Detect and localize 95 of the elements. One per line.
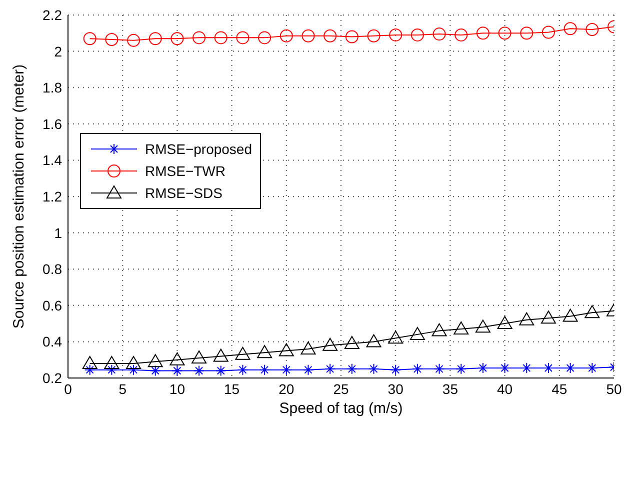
point <box>257 345 272 358</box>
point <box>235 346 250 360</box>
y-axis-title: Source position estimation error (meter) <box>10 64 28 329</box>
y-tick-label: 1.8 <box>42 80 62 96</box>
point <box>302 29 315 42</box>
point <box>258 31 272 44</box>
point <box>215 365 226 376</box>
point <box>278 343 294 356</box>
x-tick-label: 0 <box>64 380 72 397</box>
x-axis-title: Speed of tag (m/s) <box>279 400 403 417</box>
point <box>410 28 424 42</box>
point <box>148 354 163 368</box>
point <box>454 28 468 42</box>
legend-label: RMSE−TWR <box>145 163 226 179</box>
point <box>345 30 358 44</box>
y-tick-label: 0.2 <box>42 370 62 386</box>
point <box>170 32 184 46</box>
point <box>390 364 402 376</box>
x-tick-label: 35 <box>442 380 458 397</box>
point <box>280 364 292 376</box>
point <box>497 316 512 330</box>
point <box>410 326 425 340</box>
point <box>456 363 467 374</box>
point <box>432 323 447 336</box>
x-tick-label: 20 <box>278 380 294 397</box>
x-tick-label: 25 <box>333 380 349 397</box>
point <box>192 31 206 44</box>
point <box>170 352 185 366</box>
point <box>82 356 98 369</box>
point <box>476 26 490 40</box>
point <box>540 310 556 324</box>
point <box>300 341 316 354</box>
point <box>192 350 207 364</box>
point <box>562 308 578 322</box>
x-tick-label: 30 <box>388 380 404 397</box>
point <box>150 365 161 376</box>
point <box>412 363 423 374</box>
point <box>367 29 380 42</box>
point <box>520 26 534 40</box>
point <box>106 364 118 376</box>
point <box>368 363 380 374</box>
y-tick-label: 2.2 <box>42 6 62 23</box>
x-tick-label: 5 <box>118 380 127 397</box>
y-tick-label: 1 <box>54 224 62 241</box>
point <box>324 29 337 42</box>
point <box>434 363 445 374</box>
point <box>324 363 336 374</box>
point <box>194 365 205 376</box>
point <box>477 362 488 374</box>
point <box>148 32 162 46</box>
point <box>213 348 228 362</box>
point <box>389 28 402 42</box>
point <box>322 338 338 351</box>
point <box>237 364 248 376</box>
y-tick-label: 0.4 <box>42 334 62 350</box>
legend-label: RMSE−SDS <box>145 185 222 201</box>
point <box>586 362 598 374</box>
point <box>105 33 118 46</box>
point <box>346 363 358 374</box>
y-tick-label: 0.8 <box>42 261 62 278</box>
point <box>584 305 600 318</box>
point <box>127 34 140 47</box>
point <box>236 31 250 44</box>
y-tick-label: 1.4 <box>42 152 62 168</box>
point <box>344 336 360 350</box>
point <box>388 330 404 344</box>
point <box>366 334 382 348</box>
point <box>280 29 293 42</box>
point <box>302 364 314 376</box>
point <box>214 31 228 44</box>
legend-label: RMSE−proposed <box>145 141 252 157</box>
x-tick-label: 15 <box>224 380 240 397</box>
point <box>542 26 555 39</box>
x-tick-label: 40 <box>497 380 513 397</box>
y-tick-label: 2 <box>54 43 62 60</box>
y-tick-label: 1.2 <box>42 188 62 204</box>
point <box>432 28 446 41</box>
point <box>172 365 183 376</box>
point <box>128 364 140 376</box>
point <box>126 356 142 369</box>
x-tick-label: 45 <box>552 380 568 397</box>
x-tick-label: 10 <box>169 380 186 397</box>
y-tick-label: 0.6 <box>42 297 62 314</box>
point <box>519 312 534 326</box>
y-tick-label: 1.6 <box>42 116 62 132</box>
point <box>475 320 490 333</box>
point <box>259 364 270 376</box>
point <box>104 356 120 369</box>
point <box>498 26 512 40</box>
x-tick-label: 50 <box>606 380 622 397</box>
point <box>586 23 599 36</box>
point <box>84 364 96 376</box>
point <box>83 32 96 46</box>
point <box>454 321 469 334</box>
point <box>564 22 577 36</box>
